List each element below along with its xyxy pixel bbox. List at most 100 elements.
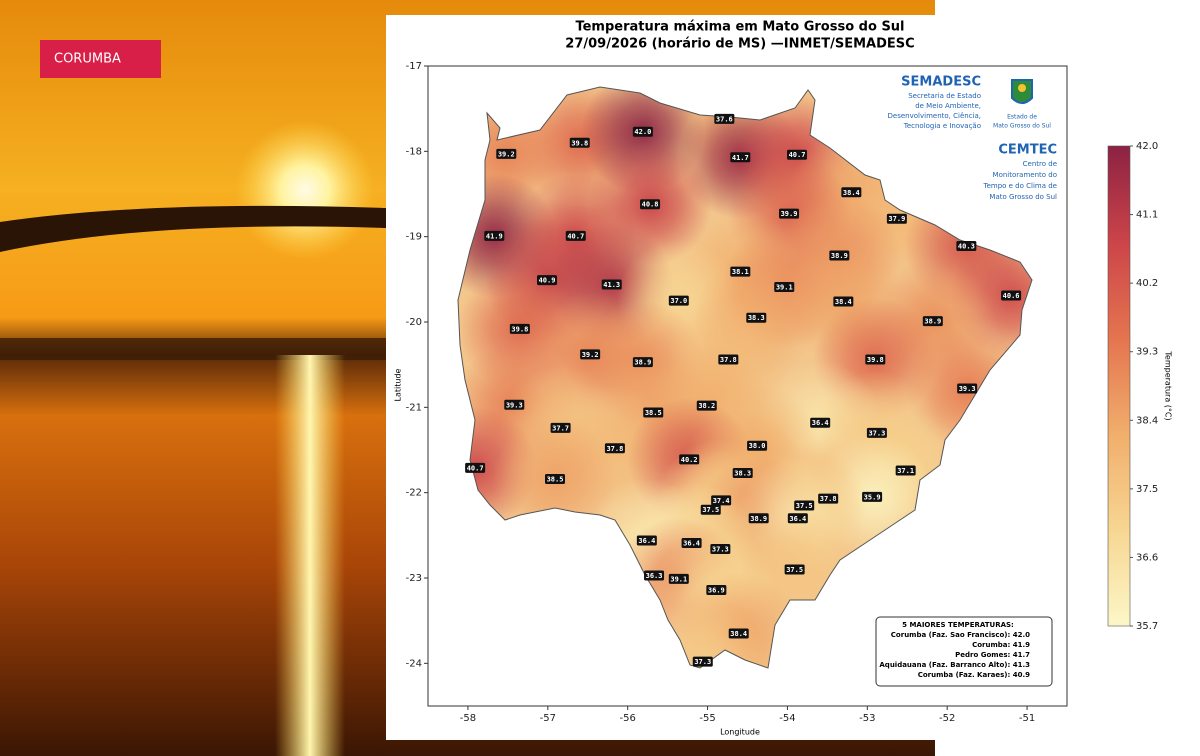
station-label: 38.2 [698,402,715,410]
station-box [700,504,721,515]
station-label: 38.5 [547,476,564,484]
station-label: 35.9 [864,493,881,501]
station-box [696,400,717,411]
station-box [496,148,517,159]
colorbar-tick-label: 41.1 [1136,210,1158,221]
station-label: 37.4 [713,497,730,505]
station-label: 37.1 [897,467,914,475]
y-tick-label: -21 [406,402,422,413]
station-box [895,465,916,476]
station-label: 36.4 [812,419,829,427]
chart-title: Temperatura máxima em Mato Grosso do Sul [575,20,904,35]
station-label: 39.1 [670,575,687,583]
station-label: 36.3 [646,572,663,580]
station-label: 37.0 [670,297,687,305]
station-box [484,230,505,241]
station-label: 38.5 [645,409,662,417]
station-label: 37.6 [716,115,733,123]
station-label: 39.9 [781,210,798,218]
station-box [537,275,558,286]
x-tick-label: -52 [939,713,955,724]
station-box [692,656,713,667]
badge-text: CORUMBA [54,52,121,67]
top5-row: Corumba: 41.9 [972,641,1030,649]
station-label: 37.8 [720,356,737,364]
colorbar-tick-label: 37.5 [1136,484,1158,495]
top5-row: Pedro Gomes: 41.7 [955,651,1030,659]
station-box [746,312,767,323]
top5-box: 5 MAIORES TEMPERATURAS: Corumba (Faz. Sa… [875,616,1053,687]
station-label: 37.5 [702,506,719,514]
station-label: 38.3 [748,314,765,322]
station-label: 37.8 [820,495,837,503]
station-label: 38.4 [730,630,747,638]
station-label: 37.3 [712,545,729,553]
x-tick-label: -53 [859,713,875,724]
station-box [711,495,732,506]
station-box [668,295,689,306]
y-axis-label: Latitude [394,368,403,401]
badge [40,40,161,78]
station-box [604,443,625,454]
state-line: Mato Grosso do Sul [993,123,1051,130]
station-label: 39.2 [582,351,599,359]
y-tick-label: -20 [406,317,422,328]
station-box [504,399,525,410]
station-box [865,354,886,365]
x-tick-label: -57 [540,713,556,724]
station-label: 41.3 [603,281,620,289]
shield-sun [1018,84,1026,92]
station-label: 39.8 [511,325,528,333]
x-tick-label: -54 [779,713,795,724]
station-box [862,491,883,502]
station-box [580,349,601,360]
station-box [668,573,689,584]
station-box [774,282,795,293]
station-label: 38.4 [835,298,852,306]
station-box [643,407,664,418]
station-box [730,266,751,277]
logo-line: Desenvolvimento, Ciência, [888,112,981,120]
logo-line: Mato Grosso do Sul [989,193,1057,201]
station-box [565,230,586,241]
station-box [710,543,731,554]
station-box [748,513,769,524]
station-box [728,628,749,639]
x-tick-label: -58 [460,713,476,724]
state-line: Estado de [1007,114,1037,121]
colorbar-tick-label: 42.0 [1136,141,1158,152]
station-box [787,513,808,524]
station-box [632,357,653,368]
logos: SEMADESC Secretaria de Estado de Meio Am… [888,75,1058,202]
station-label: 39.3 [959,385,976,393]
station-label: 37.5 [796,502,813,510]
colorbar-tick-label: 38.4 [1136,415,1158,426]
colorbar-tick-label: 36.6 [1136,552,1158,563]
top5-row: Corumba (Faz. Karaes): 40.9 [918,671,1030,679]
y-tick-label: -17 [406,61,422,72]
x-tick-label: -55 [699,713,715,724]
station-box [818,493,839,504]
station-box [569,137,590,148]
station-label: 40.7 [467,464,484,472]
stations: 37.6 39.8 42.0 39.2 41.7 40.7 38.4 40.8 39.9 37.9… [465,113,1022,667]
colorbar-tick-label: 39.3 [1136,347,1158,358]
x-tick-label: -56 [620,713,636,724]
logo-name: SEMADESC [901,75,981,90]
station-label: 37.3 [694,658,711,666]
y-tick-label: -24 [406,658,422,669]
station-label: 41.7 [732,154,749,162]
station-label: 39.8 [571,139,588,147]
station-box [922,316,943,327]
station-label: 37.7 [552,424,569,432]
colorbar-label: Temperatura (°C) [1164,350,1173,420]
x-tick-label: -51 [1019,713,1035,724]
station-label: 38.9 [750,515,767,523]
station-label: 38.1 [732,268,749,276]
station-box [601,279,622,290]
station-label: 38.9 [634,359,651,367]
station-label: 42.0 [634,128,651,136]
station-label: 40.8 [642,201,659,209]
station-box [718,354,739,365]
station-label: 36.4 [683,540,700,548]
